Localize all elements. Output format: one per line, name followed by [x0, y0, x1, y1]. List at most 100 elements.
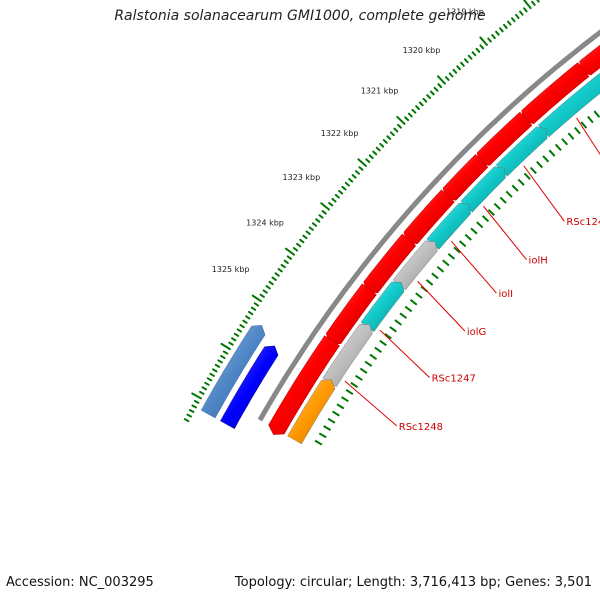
- minor-tick: [201, 386, 208, 391]
- minor-tick: [344, 181, 350, 187]
- gene-label-RSc1243[interactable]: RSc1243: [566, 217, 600, 228]
- inner-tick: [436, 266, 445, 273]
- minor-tick: [222, 350, 229, 355]
- ruler-label: 1325 kbp: [212, 265, 250, 274]
- cds-reverse-9: [287, 379, 336, 445]
- minor-tick: [495, 30, 500, 36]
- inner-tick: [364, 360, 373, 367]
- minor-tick: [236, 328, 243, 333]
- inner-tick: [586, 115, 594, 124]
- inner-tick: [350, 381, 359, 388]
- minor-tick: [448, 72, 454, 78]
- minor-tick: [239, 324, 245, 329]
- minor-tick: [247, 310, 254, 316]
- minor-tick: [511, 17, 516, 23]
- major-tick: [320, 202, 331, 211]
- minor-tick: [334, 193, 340, 199]
- inner-tick: [476, 221, 484, 229]
- callout-line: [450, 240, 497, 294]
- inner-tick: [314, 439, 323, 446]
- minor-tick: [368, 154, 374, 160]
- gene-label-RSc1248[interactable]: RSc1248: [399, 422, 443, 433]
- minor-tick: [515, 13, 520, 19]
- gene-label-iolG[interactable]: iolG: [467, 327, 486, 338]
- inner-tick: [505, 190, 513, 198]
- major-tick: [284, 247, 296, 256]
- minor-tick: [204, 381, 210, 386]
- minor-tick: [415, 105, 420, 111]
- minor-tick: [217, 359, 223, 364]
- inner-tick: [517, 178, 525, 186]
- ruler-label: 1321 kbp: [361, 87, 399, 96]
- minor-tick: [444, 76, 450, 81]
- minor-tick: [452, 68, 458, 74]
- minor-tick: [437, 83, 443, 89]
- backbone-line: [257, 29, 600, 422]
- minor-tick: [487, 37, 492, 43]
- minor-tick: [418, 101, 424, 107]
- minor-tick: [426, 94, 432, 100]
- blue-feature: [220, 345, 279, 429]
- major-tick: [220, 342, 231, 351]
- major-tick: [523, 0, 532, 10]
- minor-tick: [250, 306, 257, 311]
- minor-tick: [311, 222, 318, 227]
- minor-tick: [463, 58, 469, 64]
- callout-line: [576, 117, 600, 156]
- callout-line: [379, 329, 430, 378]
- major-tick: [191, 392, 202, 400]
- minor-tick: [354, 170, 361, 175]
- inner-tick: [493, 202, 501, 210]
- minor-tick: [209, 372, 215, 377]
- inner-tick: [453, 246, 461, 254]
- minor-tick: [365, 158, 371, 164]
- minor-tick: [292, 247, 299, 252]
- ruler-label: 1324 kbp: [246, 218, 284, 227]
- major-tick: [357, 158, 367, 167]
- backbone-ring: [257, 29, 600, 422]
- minor-tick: [523, 7, 528, 13]
- minor-tick: [331, 197, 337, 203]
- inner-tick: [536, 161, 544, 169]
- feature-track: [200, 44, 600, 445]
- minor-tick: [348, 177, 354, 183]
- minor-tick: [242, 319, 248, 324]
- topology-info: Topology: circular; Length: 3,716,413 bp…: [234, 575, 592, 590]
- minor-tick: [305, 230, 311, 235]
- minor-tick: [531, 0, 536, 6]
- minor-tick: [393, 127, 399, 133]
- gene-label-iolH[interactable]: iolH: [529, 256, 548, 267]
- inner-tick: [470, 227, 478, 235]
- minor-tick: [358, 166, 364, 171]
- inner-tick: [554, 143, 562, 152]
- cds-reverse-4: [460, 166, 506, 213]
- inner-tick: [511, 184, 519, 192]
- minor-tick: [302, 234, 308, 240]
- inner-tick: [574, 126, 581, 135]
- inner-tick: [389, 326, 397, 333]
- inner-tick: [384, 332, 392, 340]
- minor-tick: [460, 61, 465, 67]
- minor-tick: [280, 263, 286, 269]
- minor-tick: [286, 255, 292, 260]
- ruler-label: 1323 kbp: [283, 173, 321, 182]
- cds-reverse-6: [392, 240, 438, 291]
- gene-label-iolI[interactable]: iolI: [498, 289, 513, 300]
- callout-line: [344, 380, 398, 427]
- cds-reverse-3: [495, 126, 548, 177]
- inner-tick: [409, 299, 418, 306]
- accession-info: Accession: NC_003295: [6, 575, 154, 590]
- inner-tick: [327, 417, 336, 424]
- ruler-label: 1319 kbp: [446, 8, 484, 17]
- minor-tick: [491, 34, 496, 40]
- minor-tick: [467, 54, 473, 60]
- gene-label-RSc1247[interactable]: RSc1247: [432, 374, 476, 385]
- inner-tick: [593, 110, 600, 118]
- minor-tick: [338, 189, 344, 195]
- callout-line: [417, 280, 466, 332]
- inner-tick: [458, 240, 467, 248]
- minor-tick: [382, 139, 388, 144]
- inner-tick: [464, 233, 472, 241]
